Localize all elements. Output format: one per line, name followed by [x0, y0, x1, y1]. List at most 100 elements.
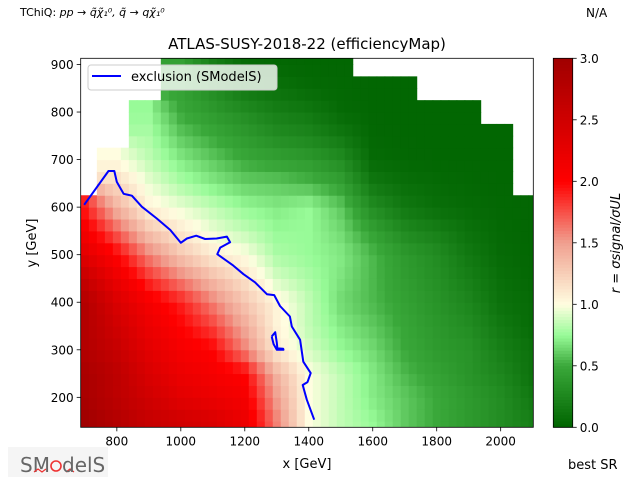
- heatmap-cell: [136, 195, 146, 208]
- heatmap-cell: [488, 290, 498, 303]
- heatmap-cell: [488, 195, 498, 208]
- heatmap-cell: [224, 159, 234, 172]
- heatmap-cell: [104, 421, 114, 428]
- heatmap-cell: [344, 230, 354, 244]
- heatmap-cell: [480, 278, 490, 291]
- heatmap-cell: [144, 326, 154, 339]
- heatmap-cell: [208, 88, 218, 101]
- heatmap-cell: [392, 195, 402, 208]
- heatmap-cell: [112, 219, 122, 232]
- heatmap-cell: [408, 147, 418, 161]
- colorbar-segment: [553, 236, 573, 241]
- heatmap-cell: [376, 147, 386, 161]
- heatmap-cell: [328, 254, 338, 268]
- heatmap-cell: [520, 242, 530, 256]
- heatmap-cell: [128, 337, 138, 351]
- heatmap-cell: [80, 397, 90, 410]
- heatmap-cell: [96, 219, 106, 232]
- heatmap-cell: [224, 361, 234, 375]
- heatmap-cell: [376, 266, 386, 279]
- heatmap-cell: [408, 373, 418, 386]
- heatmap-cell: [176, 147, 186, 161]
- heatmap-cell: [320, 58, 330, 65]
- heatmap-cell: [240, 337, 250, 351]
- heatmap-cell: [384, 219, 394, 232]
- heatmap-cell: [112, 171, 122, 184]
- colorbar-segment: [553, 70, 573, 75]
- heatmap-cell: [440, 337, 450, 351]
- heatmap-cell: [376, 326, 386, 339]
- heatmap-cell: [432, 100, 442, 113]
- heatmap-cell: [128, 135, 138, 149]
- heatmap-cell: [504, 242, 514, 256]
- heatmap-cell: [168, 361, 178, 375]
- heatmap-cell: [312, 421, 322, 428]
- heatmap-cell: [224, 409, 234, 422]
- heatmap-cell: [424, 385, 434, 398]
- heatmap-cell: [448, 397, 458, 410]
- heatmap-cell: [488, 123, 498, 137]
- heatmap-cell: [448, 373, 458, 386]
- heatmap-cell: [136, 361, 146, 375]
- heatmap-cell: [120, 254, 130, 268]
- heatmap-cell: [312, 100, 322, 113]
- heatmap-cell: [328, 219, 338, 232]
- heatmap-cell: [280, 254, 290, 268]
- heatmap-cell: [472, 159, 482, 172]
- heatmap-cell: [400, 219, 410, 232]
- heatmap-cell: [328, 314, 338, 327]
- heatmap-cell: [328, 76, 338, 89]
- colorbar-segment: [553, 122, 573, 127]
- colorbar-segment: [553, 359, 573, 364]
- heatmap-cell: [128, 254, 138, 268]
- heatmap-cell: [80, 219, 90, 232]
- heatmap-cell: [488, 326, 498, 339]
- heatmap-cell: [352, 326, 362, 339]
- heatmap-cell: [200, 195, 210, 208]
- heatmap-cell: [456, 171, 466, 184]
- heatmap-cell: [456, 230, 466, 244]
- heatmap-cell: [392, 278, 402, 291]
- heatmap-cell: [240, 147, 250, 161]
- heatmap-cell: [496, 266, 506, 279]
- heatmap-cell: [232, 195, 242, 208]
- heatmap-cell: [128, 314, 138, 327]
- heatmap-cell: [136, 112, 146, 125]
- heatmap-cell: [448, 385, 458, 398]
- heatmap-cell: [176, 219, 186, 232]
- heatmap-cell: [328, 385, 338, 398]
- heatmap-cell: [296, 230, 306, 244]
- heatmap-cell: [176, 112, 186, 125]
- heatmap-cell: [152, 266, 162, 279]
- heatmap-cell: [120, 373, 130, 386]
- heatmap-cell: [256, 207, 266, 220]
- heatmap-cell: [152, 361, 162, 375]
- heatmap-cell: [352, 349, 362, 363]
- y-tick-label: 300: [51, 343, 74, 357]
- heatmap-cell: [200, 242, 210, 256]
- heatmap-cell: [320, 254, 330, 268]
- colorbar-segment: [553, 325, 573, 330]
- heatmap-cell: [144, 254, 154, 268]
- heatmap-cell: [192, 183, 202, 196]
- heatmap-cell: [304, 266, 314, 279]
- heatmap-cell: [200, 349, 210, 363]
- heatmap-cell: [456, 219, 466, 232]
- heatmap-cell: [328, 230, 338, 244]
- heatmap-cell: [136, 219, 146, 232]
- heatmap-cell: [368, 266, 378, 279]
- heatmap-cell: [512, 195, 522, 208]
- heatmap-cell: [360, 171, 370, 184]
- heatmap-cell: [488, 302, 498, 315]
- heatmap-cell: [160, 123, 170, 137]
- heatmap-cell: [496, 290, 506, 303]
- heatmap-cell: [216, 159, 226, 172]
- heatmap-cell: [224, 302, 234, 315]
- heatmap-cell: [296, 135, 306, 149]
- heatmap-cell: [488, 266, 498, 279]
- heatmap-cell: [184, 242, 194, 256]
- heatmap-cell: [176, 266, 186, 279]
- heatmap-cell: [496, 361, 506, 375]
- heatmap-cell: [88, 373, 98, 386]
- heatmap-cell: [80, 207, 90, 220]
